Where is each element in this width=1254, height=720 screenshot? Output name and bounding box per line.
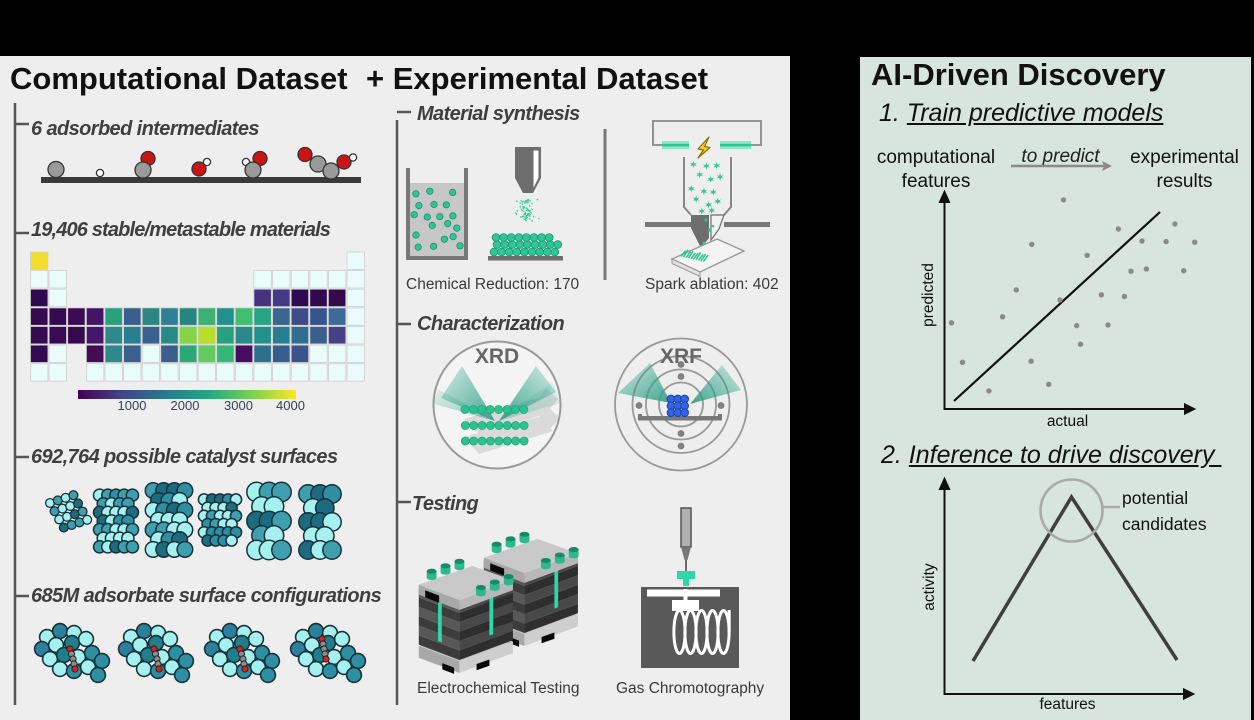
svg-text:3000: 3000 [224, 398, 253, 413]
svg-text:XRF: XRF [660, 345, 702, 368]
svg-text:2000: 2000 [171, 398, 200, 413]
svg-text:4000: 4000 [276, 398, 305, 413]
svg-text:XRD: XRD [475, 345, 519, 368]
svg-text:1000: 1000 [118, 398, 147, 413]
